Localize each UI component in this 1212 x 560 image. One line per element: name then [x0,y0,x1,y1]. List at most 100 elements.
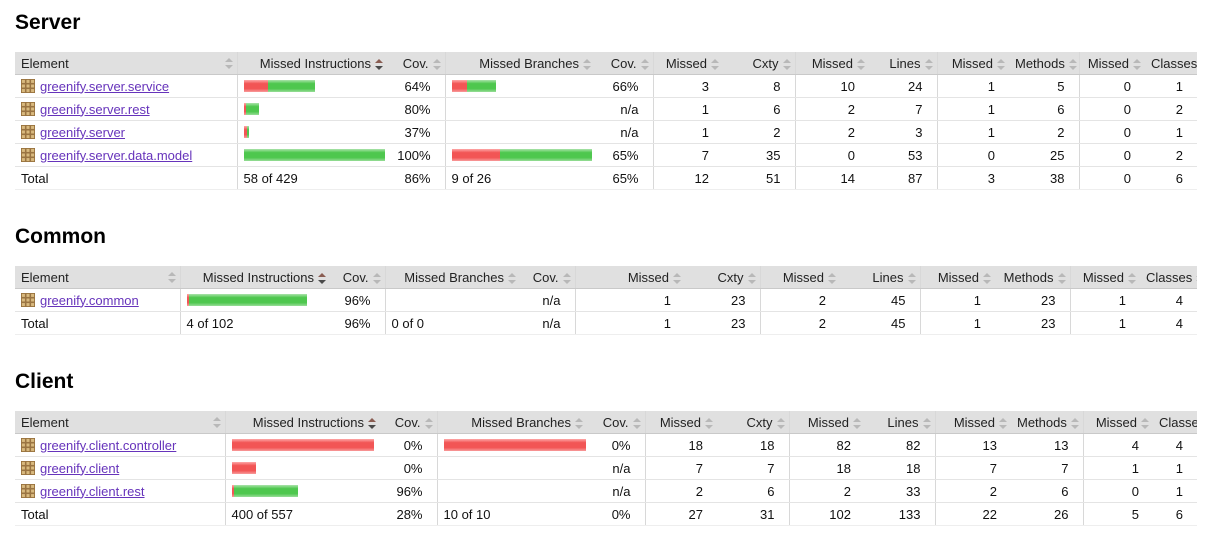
column-header-1-missed-instructions[interactable]: Missed Instructions [236,52,387,75]
element-cell: greenify.common [15,288,180,312]
column-header-6-cxty[interactable]: Cxty [717,411,789,434]
column-header-12-classes[interactable]: Classes [1153,411,1197,434]
column-header-10-methods[interactable]: Methods [995,266,1070,289]
counter-cell: 0 [936,143,1009,167]
package-link[interactable]: greenify.common [40,292,139,308]
column-header-6-cxty[interactable]: Cxty [685,266,760,289]
counter-cell: 102 [788,502,865,526]
covered-segment [466,80,496,92]
sort-arrows-icon [318,272,327,284]
package-icon [21,124,35,139]
sort-arrows-icon [983,272,992,284]
sort-arrows-icon [782,58,792,70]
column-header-4-cov[interactable]: Cov. [520,266,575,289]
column-header-9-missed[interactable]: Missed [936,52,1009,75]
column-label: Cxty [746,414,773,430]
missed-segment [443,439,586,451]
missed-segment [231,462,256,474]
counter-cell: 2 [1145,143,1197,167]
total-row: Total 58 of 429 86% 9 of 26 65% 12 51 14 87 3 38 0 6 [15,166,1197,190]
column-header-5-missed[interactable]: Missed [652,52,723,75]
instructions-coverage-pct: 80% [387,97,445,121]
column-header-11-missed[interactable]: Missed [1078,52,1145,75]
counter-cell: 1 [1145,120,1197,144]
instructions-coverage-pct: 100% [387,143,445,167]
package-link[interactable]: greenify.server.service [40,78,170,94]
counter-cell: 0 [1078,97,1145,121]
column-header-5-missed[interactable]: Missed [574,266,685,289]
column-header-2-cov[interactable]: Cov. [380,411,437,434]
total-row: Total 4 of 102 96% 0 of 0 n/a 1 23 2 45 1 23 1 4 [15,311,1197,335]
branches-coverage-pct: n/a [595,97,653,121]
column-header-5-missed[interactable]: Missed [644,411,717,434]
column-header-12-classes[interactable]: Classes [1145,52,1197,75]
bar-cell [224,433,380,457]
column-header-2-cov[interactable]: Cov. [330,266,385,289]
missed-segment [243,126,247,138]
column-header-11-missed[interactable]: Missed [1082,411,1153,434]
sort-arrows-icon [857,58,866,70]
counter-cell: 1 [652,120,723,144]
counter-cell: 14 [794,166,869,190]
coverage-report: Server Element Missed Instructions Cov. Miss… [15,11,1197,526]
column-header-9-missed[interactable]: Missed [934,411,1011,434]
column-header-7-missed[interactable]: Missed [788,411,865,434]
package-link[interactable]: greenify.server [40,124,126,140]
counter-cell: 4 [1082,433,1153,457]
package-link[interactable]: greenify.client [40,460,120,476]
sort-arrows-icon [1068,58,1078,70]
package-link[interactable]: greenify.client.rest [40,483,145,499]
counter-cell: 13 [1011,433,1083,457]
column-header-7-missed[interactable]: Missed [759,266,840,289]
column-header-7-missed[interactable]: Missed [794,52,869,75]
column-label: Methods [1015,55,1065,71]
branches-coverage-pct: 0% [587,433,645,457]
package-link[interactable]: greenify.server.data.model [40,147,193,163]
total-instructions-cell: 400 of 557 [224,502,380,526]
counter-cell: 6 [1009,97,1079,121]
column-header-0-element[interactable]: Element [15,411,225,434]
column-header-3-missed-branches[interactable]: Missed Branches [444,52,595,75]
column-header-8-lines[interactable]: Lines [840,266,920,289]
column-header-3-missed-branches[interactable]: Missed Branches [384,266,520,289]
counter-cell: 6 [723,97,795,121]
column-header-0-element[interactable]: Element [15,266,180,289]
column-label: Cov. [610,55,637,71]
column-header-1-missed-instructions[interactable]: Missed Instructions [224,411,380,434]
branches-coverage-pct: 65% [595,143,653,167]
column-header-3-missed-branches[interactable]: Missed Branches [436,411,587,434]
column-header-8-lines[interactable]: Lines [869,52,937,75]
bar-cell [444,74,595,98]
counter-cell: 7 [869,97,937,121]
package-link[interactable]: greenify.client.controller [40,437,177,453]
sort-arrows-icon [375,58,384,70]
bar-cell [179,288,330,312]
package-link[interactable]: greenify.server.rest [40,101,150,117]
instructions-coverage-bar [231,439,375,451]
counter-cell: 1 [1069,288,1140,312]
counter-cell: 35 [723,143,795,167]
column-header-10-methods[interactable]: Methods [1009,52,1079,75]
column-header-2-cov[interactable]: Cov. [387,52,445,75]
sort-arrows-icon [776,417,786,429]
branches-coverage-pct: n/a [595,120,653,144]
coverage-table: Element Missed Instructions Cov. Missed Bra… [15,411,1197,526]
counter-cell: 1 [1145,74,1197,98]
column-header-12-classes[interactable]: Classes [1140,266,1197,289]
column-header-4-cov[interactable]: Cov. [587,411,645,434]
sort-arrows-icon [224,57,234,69]
instructions-coverage-pct: 96% [330,311,385,335]
column-header-10-methods[interactable]: Methods [1011,411,1083,434]
column-header-8-lines[interactable]: Lines [865,411,935,434]
column-header-6-cxty[interactable]: Cxty [723,52,795,75]
column-header-0-element[interactable]: Element [15,52,237,75]
counter-cell: 2 [794,97,869,121]
column-header-1-missed-instructions[interactable]: Missed Instructions [179,266,330,289]
bar-cell [444,97,595,121]
instructions-coverage-pct: 0% [380,456,437,480]
element-cell: greenify.client.controller [15,433,225,457]
element-cell: greenify.server.service [15,74,237,98]
column-header-9-missed[interactable]: Missed [919,266,995,289]
column-header-4-cov[interactable]: Cov. [595,52,653,75]
column-header-11-missed[interactable]: Missed [1069,266,1140,289]
